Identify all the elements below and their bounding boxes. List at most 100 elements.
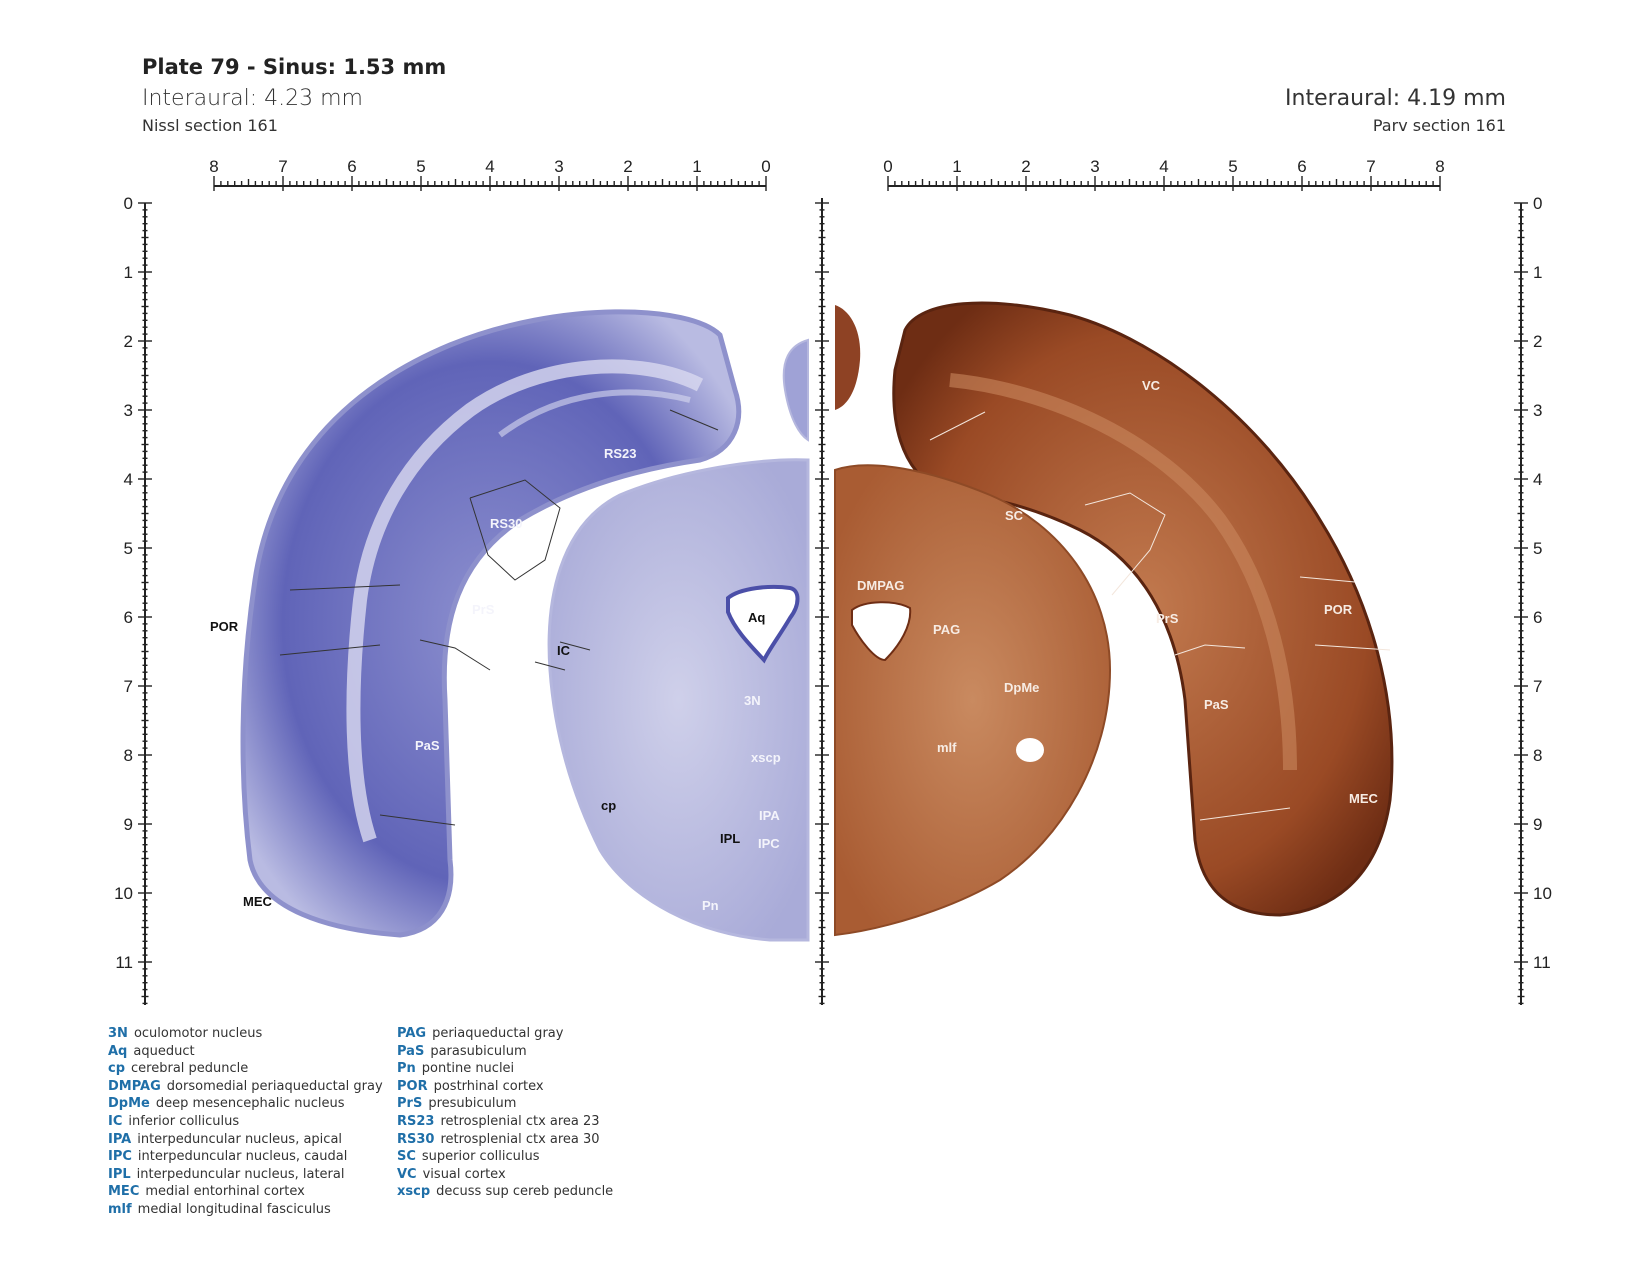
label-ipa-left: IPA xyxy=(759,808,780,823)
label-cp-left: cp xyxy=(601,798,616,813)
legend-abbr: RS30 xyxy=(397,1131,435,1147)
label-ic-left: IC xyxy=(557,643,571,658)
legend-description: periaqueductal gray xyxy=(432,1026,564,1041)
parv-section xyxy=(834,301,1394,937)
left-scale-tick-label: 4 xyxy=(124,470,133,489)
right-scale-tick-label: 4 xyxy=(1533,470,1542,489)
left-scale-tick-label: 6 xyxy=(124,608,133,627)
left-scale-tick-label: 9 xyxy=(124,815,133,834)
left-scale-tick-label: 5 xyxy=(124,539,133,558)
left-scale-tick-label: 10 xyxy=(114,884,133,903)
label-aq-left: Aq xyxy=(748,610,765,625)
right-scale-tick-label: 1 xyxy=(1533,263,1542,282)
label-vc-right: VC xyxy=(1142,378,1161,393)
legend-abbr: MEC xyxy=(108,1184,140,1200)
label-prs-left: PrS xyxy=(472,602,495,617)
legend-item: IPC interpeduncular nucleus, caudal xyxy=(108,1148,383,1166)
top-right-scale-tick-label: 7 xyxy=(1366,157,1375,176)
label-dmpag-right: DMPAG xyxy=(857,578,904,593)
top-right-scale-tick-label: 8 xyxy=(1435,157,1444,176)
right-scale-tick-label: 0 xyxy=(1533,194,1542,213)
label-ipc-left: IPC xyxy=(758,836,780,851)
section-left: Nissl section 161 xyxy=(142,116,278,135)
right-scale-tick-label: 5 xyxy=(1533,539,1542,558)
right-scale-tick-label: 11 xyxy=(1533,953,1551,972)
scale-right: 0 1 2 3 4 5 6 7 8 9 10 11 xyxy=(1514,194,1552,1005)
legend-item: xscp decuss sup cereb peduncle xyxy=(397,1183,613,1201)
legend-item: DMPAG dorsomedial periaqueductal gray xyxy=(108,1078,383,1096)
legend-description: retrosplenial ctx area 30 xyxy=(440,1131,600,1147)
legend-abbr: POR xyxy=(397,1078,428,1094)
legend-item: 3N oculomotor nucleus xyxy=(108,1025,383,1043)
legend-description: pontine nuclei xyxy=(421,1061,515,1077)
right-scale-tick-label: 3 xyxy=(1533,401,1542,420)
legend-item: mlf medial longitudinal fasciculus xyxy=(108,1201,383,1219)
legend-description: presubiculum xyxy=(428,1096,517,1112)
legend-item: VC visual cortex xyxy=(397,1166,613,1184)
nissl-section xyxy=(240,309,810,942)
legend-column-right: PAG periaqueductal gray PaS parasubiculum Pn… xyxy=(397,1025,613,1201)
parv-midbrain xyxy=(834,464,1112,937)
legend-description: aqueduct xyxy=(133,1043,195,1059)
legend-item: DpMe deep mesencephalic nucleus xyxy=(108,1095,383,1113)
right-scale-tick-label: 6 xyxy=(1533,608,1542,627)
top-left-scale-tick-label: 1 xyxy=(692,157,701,176)
legend-abbr: IPA xyxy=(108,1131,132,1147)
legend-item: Pn pontine nuclei xyxy=(397,1060,613,1078)
legend-abbr: DMPAG xyxy=(108,1078,161,1094)
legend-abbr: mlf xyxy=(108,1201,132,1217)
top-left-scale-tick-label: 8 xyxy=(209,157,218,176)
top-right-scale-tick-label: 1 xyxy=(952,157,961,176)
left-scale-tick-label: 1 xyxy=(124,263,133,282)
label-por-right: POR xyxy=(1324,602,1353,617)
top-right-scale-tick-label: 0 xyxy=(883,157,892,176)
legend-abbr: VC xyxy=(397,1166,417,1182)
right-scale-tick-label: 7 xyxy=(1533,677,1542,696)
legend-description: medial longitudinal fasciculus xyxy=(137,1201,331,1217)
label-mec-left: MEC xyxy=(243,894,273,909)
left-scale-tick-label: 8 xyxy=(124,746,133,765)
label-pn-left: Pn xyxy=(702,898,719,913)
legend-item: MEC medial entorhinal cortex xyxy=(108,1183,383,1201)
legend-abbr: 3N xyxy=(108,1026,128,1041)
legend-abbr: IC xyxy=(108,1113,123,1129)
legend-item: PAG periaqueductal gray xyxy=(397,1025,613,1043)
legend-item: RS30 retrosplenial ctx area 30 xyxy=(397,1131,613,1149)
legend-column-left: 3N oculomotor nucleus Aq aqueduct cp cerebral… xyxy=(108,1025,383,1219)
parv-aqueduct xyxy=(851,601,912,662)
scale-top-left: 8 7 6 5 4 3 2 1 0 xyxy=(209,157,771,191)
left-scale-tick-label: 3 xyxy=(124,401,133,420)
left-scale-tick-label: 2 xyxy=(124,332,133,351)
top-right-scale-tick-label: 2 xyxy=(1021,157,1030,176)
legend-item: SC superior colliculus xyxy=(397,1148,613,1166)
legend-abbr: xscp xyxy=(397,1184,431,1200)
label-por-left: POR xyxy=(210,619,239,634)
legend-abbr: PaS xyxy=(397,1043,425,1059)
legend-description: deep mesencephalic nucleus xyxy=(155,1096,345,1112)
label-mlf-right: mlf xyxy=(937,740,957,755)
top-left-scale-tick-label: 3 xyxy=(554,157,563,176)
label-pag-right: PAG xyxy=(933,622,960,637)
legend-abbr: RS23 xyxy=(397,1113,435,1129)
legend-item: Aq aqueduct xyxy=(108,1043,383,1061)
legend-item: PaS parasubiculum xyxy=(397,1043,613,1061)
legend-description: cerebral peduncle xyxy=(131,1061,249,1077)
label-3n-left: 3N xyxy=(744,693,761,708)
legend-description: interpeduncular nucleus, caudal xyxy=(137,1149,348,1165)
legend-abbr: PAG xyxy=(397,1026,427,1041)
legend-item: PrS presubiculum xyxy=(397,1095,613,1113)
legend-description: postrhinal cortex xyxy=(433,1078,544,1094)
top-left-scale-tick-label: 7 xyxy=(278,157,287,176)
label-pas-left: PaS xyxy=(415,738,440,753)
label-rs23-left: RS23 xyxy=(604,446,637,461)
right-scale-tick-label: 9 xyxy=(1533,815,1542,834)
legend-description: dorsomedial periaqueductal gray xyxy=(166,1078,383,1094)
legend-item: IPL interpeduncular nucleus, lateral xyxy=(108,1166,383,1184)
legend-description: retrosplenial ctx area 23 xyxy=(440,1113,600,1129)
top-left-scale-tick-label: 6 xyxy=(347,157,356,176)
legend-item: RS23 retrosplenial ctx area 23 xyxy=(397,1113,613,1131)
legend-description: interpeduncular nucleus, apical xyxy=(137,1131,343,1147)
left-scale-tick-label: 7 xyxy=(124,677,133,696)
legend-item: IC inferior colliculus xyxy=(108,1113,383,1131)
